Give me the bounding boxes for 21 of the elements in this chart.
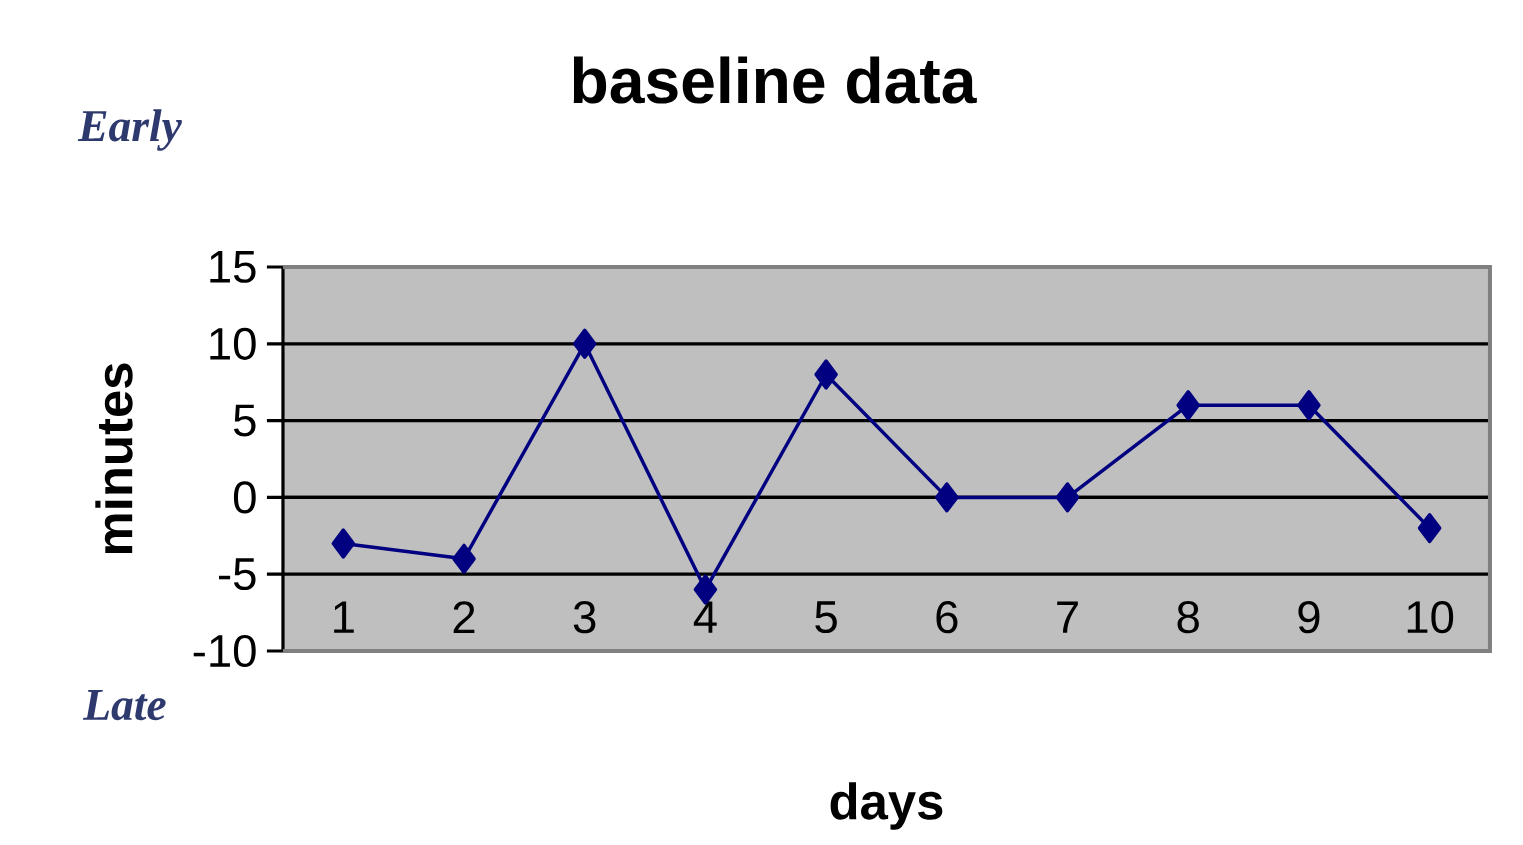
- y-tick-label: 5: [233, 404, 256, 437]
- text: Late: [82, 689, 166, 721]
- y-tick-label: 0: [233, 481, 256, 514]
- text: Early: [77, 109, 182, 151]
- x-tick-label: 3: [573, 601, 596, 634]
- x-tick-label: 2: [453, 601, 475, 634]
- x-axis-title: days: [830, 782, 943, 830]
- x-tick-label: 6: [936, 601, 958, 634]
- y-tick-label: -5: [219, 558, 256, 591]
- x-tick-label: 5: [815, 601, 837, 634]
- x-tick-label: 8: [1177, 601, 1199, 634]
- x-tick-label: 10: [1407, 601, 1454, 634]
- y-tick-label: -10: [193, 634, 256, 668]
- y-axis-title: minutes: [95, 363, 133, 554]
- y-tick-label: 15: [210, 251, 256, 283]
- y-tick-label: 10: [210, 327, 256, 360]
- chart-title: baseline data: [573, 56, 977, 104]
- x-tick-label: 9: [1298, 601, 1320, 634]
- x-tick-label: 4: [693, 601, 717, 633]
- x-tick-label: 1: [334, 601, 354, 633]
- x-tick-label: 7: [1057, 601, 1078, 633]
